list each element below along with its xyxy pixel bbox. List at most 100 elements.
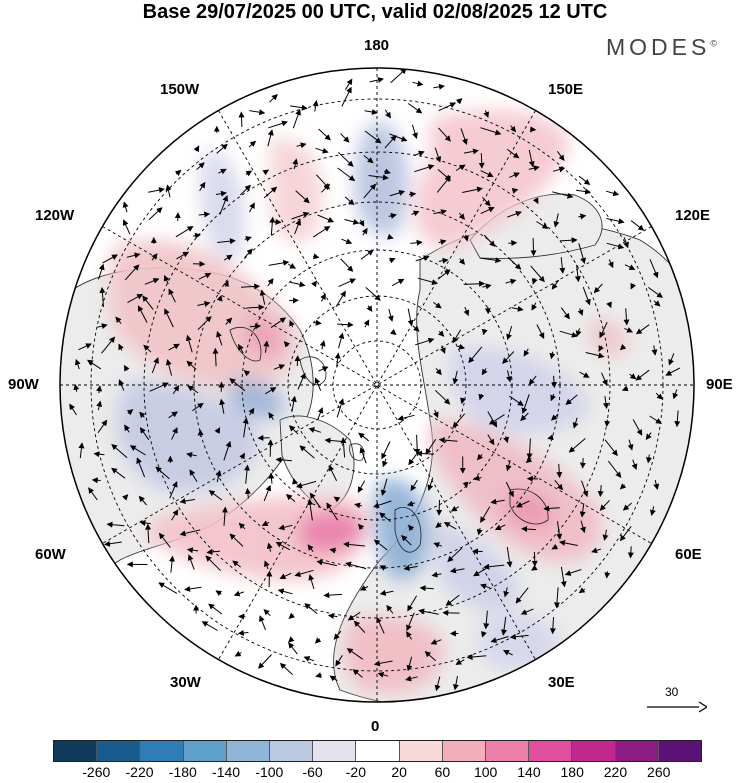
wind-vector: [341, 86, 352, 107]
wind-vector: [264, 560, 270, 570]
wind-vector: [552, 191, 574, 199]
wind-vector: [142, 295, 154, 310]
wind-vector: [598, 345, 604, 352]
wind-vector: [346, 648, 364, 660]
wind-vector: [214, 427, 221, 434]
wind-vector: [308, 427, 322, 433]
wind-vector: [278, 524, 293, 531]
wind-vector: [127, 293, 144, 304]
wind-vector: [503, 587, 510, 598]
wind-vector: [205, 555, 221, 572]
wind-vector: [78, 343, 92, 351]
anomaly-neg-scandinavia-ext: [430, 520, 520, 611]
wind-vector: [215, 469, 222, 483]
wind-vector: [96, 400, 103, 411]
wind-vector: [653, 479, 660, 490]
wind-vector: [494, 524, 506, 530]
wind-vector: [363, 183, 377, 199]
wind-vector: [171, 427, 178, 440]
wind-vector: [490, 636, 509, 644]
wind-vector: [221, 506, 228, 526]
colorbar-swatch: [356, 741, 400, 761]
wind-vector: [427, 477, 434, 491]
wind-vector: [215, 190, 227, 197]
wind-vector: [201, 621, 218, 631]
wind-vector: [377, 671, 389, 678]
wind-vector: [357, 523, 365, 531]
wind-vector: [452, 370, 459, 385]
wind-vector: [578, 213, 587, 220]
wind-vector: [552, 166, 566, 173]
colorbar-swatch: [399, 741, 443, 761]
wind-vector: [549, 617, 556, 635]
colorbar-swatch: [54, 741, 98, 761]
wind-vector: [649, 506, 656, 516]
wind-vector: [165, 359, 173, 376]
colorbar-swatch: [183, 741, 227, 761]
wind-vector: [318, 366, 329, 372]
colorbar-swatch: [529, 741, 573, 761]
wind-vector: [531, 564, 538, 571]
colorbar-tick-label: 100: [473, 764, 498, 780]
wind-vector: [229, 378, 246, 392]
wind-vector: [267, 278, 274, 287]
wind-vector: [238, 111, 245, 128]
wind-vector: [564, 569, 582, 576]
wind-vector: [476, 453, 484, 461]
wind-vector: [258, 654, 272, 669]
lon-label-120w: 120W: [35, 207, 75, 224]
colorbar-tick-label: 140: [517, 764, 541, 780]
wind-vector: [478, 153, 485, 169]
wind-vector: [320, 183, 331, 193]
wind-vector: [406, 612, 415, 632]
wind-vector: [406, 656, 413, 672]
wind-vector: [273, 364, 286, 370]
wind-vector: [341, 238, 353, 245]
wind-vector: [126, 409, 134, 416]
wind-vector: [294, 219, 302, 235]
wind-vector: [275, 541, 291, 551]
wind-vector: [292, 478, 298, 485]
lon-label-180: 180: [364, 37, 390, 54]
wind-vector: [268, 472, 275, 484]
wind-vector: [292, 158, 299, 170]
wind-vector: [244, 487, 251, 499]
wind-vector: [269, 93, 278, 103]
anomaly-pos-canada: [110, 239, 297, 390]
wind-vector: [655, 392, 663, 400]
wind-vector: [352, 669, 363, 678]
wind-vector: [412, 80, 424, 87]
wind-vector: [508, 257, 522, 270]
wind-vector: [438, 269, 451, 280]
wind-vector: [462, 186, 483, 193]
wind-vector: [379, 565, 387, 571]
wind-vector: [530, 265, 545, 283]
colorbar-tick-label: -100: [255, 764, 284, 780]
wind-vector: [455, 98, 463, 105]
wind-vector: [98, 263, 105, 280]
wind-vector: [122, 219, 131, 235]
wind-vector: [360, 249, 374, 260]
wind-vector: [169, 481, 178, 499]
wind-vector: [627, 546, 634, 559]
wind-vector: [531, 277, 538, 285]
wind-vector: [536, 324, 545, 339]
colorbar: [53, 740, 702, 762]
chart-title: Base 29/07/2025 00 UTC, valid 02/08/2025…: [142, 1, 608, 23]
wind-vector: [411, 124, 418, 139]
wind-vector: [602, 395, 609, 409]
wind-vector: [389, 190, 406, 197]
wind-vector: [217, 238, 236, 245]
wind-vector: [129, 445, 146, 456]
wind-vector: [606, 218, 625, 225]
wind-vector: [414, 434, 421, 455]
wind-vector: [168, 288, 176, 303]
wind-vector: [436, 499, 443, 516]
wind-vector: [460, 397, 466, 405]
wind-vector: [357, 480, 366, 493]
wind-vector: [192, 402, 204, 412]
wind-vector: [340, 437, 347, 458]
wind-vector: [198, 272, 212, 280]
wind-vector: [185, 334, 193, 353]
wind-vector: [509, 172, 520, 178]
